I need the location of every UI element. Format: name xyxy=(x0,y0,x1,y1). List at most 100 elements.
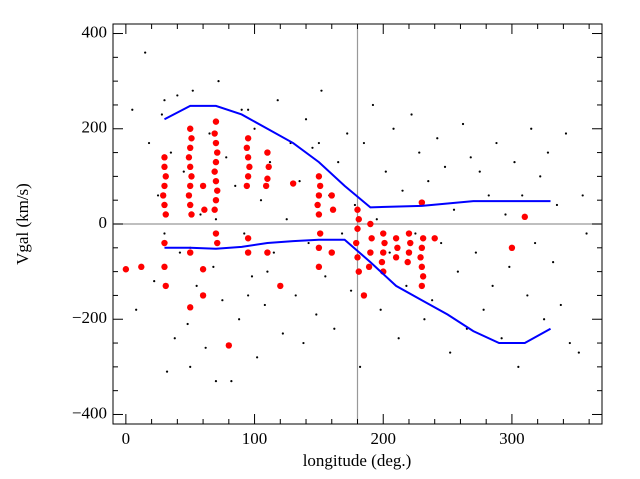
x-axis-label: longitude (deg.) xyxy=(303,451,412,470)
data-point xyxy=(169,151,173,154)
data-point xyxy=(298,180,301,183)
data-point xyxy=(187,249,194,256)
data-point xyxy=(165,370,169,373)
data-point xyxy=(504,213,507,216)
data-point xyxy=(354,206,361,213)
data-point xyxy=(259,199,263,202)
data-point xyxy=(195,284,198,288)
data-point xyxy=(419,273,427,280)
data-point xyxy=(392,127,395,130)
data-point xyxy=(449,351,452,354)
data-point xyxy=(360,292,368,299)
data-point xyxy=(244,173,252,180)
data-point xyxy=(443,165,447,168)
data-point xyxy=(187,125,194,132)
y-tick-label: 200 xyxy=(82,118,108,137)
data-point xyxy=(431,235,438,242)
x-tick-label: 100 xyxy=(242,429,268,448)
data-point xyxy=(178,251,182,254)
data-point xyxy=(163,232,166,235)
data-point xyxy=(199,182,207,190)
data-point xyxy=(187,201,194,209)
data-point xyxy=(247,108,250,111)
data-point xyxy=(214,218,218,221)
data-point xyxy=(188,135,195,142)
x-tick-label: 0 xyxy=(122,429,131,448)
data-point xyxy=(243,144,251,152)
data-point xyxy=(266,270,269,273)
data-point xyxy=(208,132,211,135)
data-point xyxy=(461,122,465,126)
data-point xyxy=(212,158,220,166)
data-point xyxy=(217,80,220,83)
data-point xyxy=(324,275,327,278)
x-tick-label: 200 xyxy=(370,429,396,448)
y-tick-label: −400 xyxy=(72,403,107,422)
data-point xyxy=(225,156,228,159)
data-point xyxy=(250,275,254,278)
data-point xyxy=(315,192,323,199)
data-point xyxy=(262,182,270,190)
data-point xyxy=(521,213,528,221)
data-point xyxy=(214,187,221,194)
data-point xyxy=(478,170,481,173)
data-point xyxy=(256,356,259,359)
data-point xyxy=(265,163,272,171)
data-point xyxy=(440,241,443,245)
data-point xyxy=(337,160,340,164)
data-point xyxy=(423,318,426,321)
data-point xyxy=(469,156,472,159)
y-axis-label: Vgal (km/s) xyxy=(13,183,32,265)
data-point xyxy=(253,127,256,130)
data-point xyxy=(404,258,411,266)
data-point xyxy=(581,194,584,197)
data-point xyxy=(264,175,271,182)
data-point xyxy=(353,203,357,207)
data-point xyxy=(328,192,335,199)
data-point xyxy=(414,232,417,235)
data-point xyxy=(418,244,426,252)
data-point xyxy=(161,263,168,271)
data-point xyxy=(201,206,208,213)
data-point xyxy=(302,341,305,345)
data-point xyxy=(264,249,271,256)
data-point xyxy=(358,365,362,368)
data-point xyxy=(221,299,224,302)
data-point xyxy=(307,241,310,245)
data-point xyxy=(161,182,168,190)
data-point xyxy=(340,232,344,235)
data-point xyxy=(500,337,503,340)
data-point xyxy=(314,201,321,209)
data-point xyxy=(417,254,424,261)
data-point xyxy=(384,170,387,173)
data-point xyxy=(238,318,241,321)
data-point xyxy=(456,270,459,273)
data-point xyxy=(187,182,194,190)
data-point xyxy=(513,160,516,164)
data-point xyxy=(211,206,218,213)
data-point xyxy=(367,249,374,256)
data-point xyxy=(191,89,194,92)
data-point xyxy=(407,239,414,247)
data-point xyxy=(247,294,250,297)
data-point xyxy=(380,230,387,237)
data-point xyxy=(380,249,387,256)
model-line xyxy=(164,238,552,345)
data-point xyxy=(508,265,511,268)
data-point xyxy=(272,251,275,254)
data-point xyxy=(353,239,360,247)
data-point xyxy=(495,141,498,145)
y-tick-label: −200 xyxy=(72,308,107,327)
data-point xyxy=(304,118,308,121)
data-point xyxy=(315,173,323,180)
data-point xyxy=(189,365,192,368)
data-point xyxy=(585,232,588,235)
data-point xyxy=(474,251,477,254)
data-point xyxy=(285,218,288,221)
data-point xyxy=(294,294,297,297)
data-point xyxy=(311,146,314,149)
data-point xyxy=(185,192,193,199)
data-point xyxy=(186,322,189,326)
data-point xyxy=(362,141,366,145)
data-point xyxy=(212,230,220,237)
